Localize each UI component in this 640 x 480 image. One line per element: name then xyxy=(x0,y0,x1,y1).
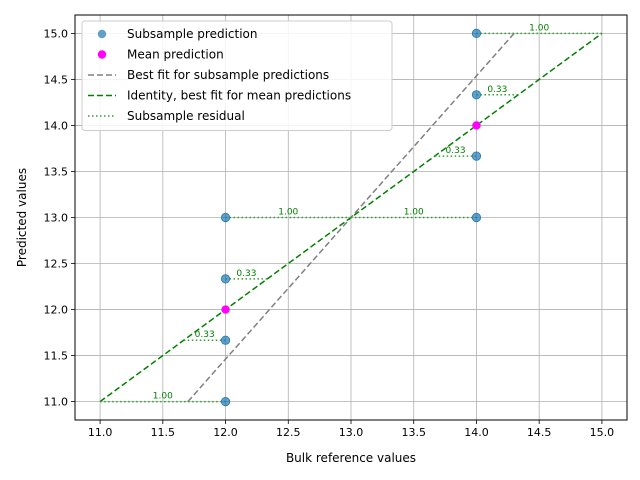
x-tick-label: 12.5 xyxy=(276,426,301,439)
x-axis-label: Bulk reference values xyxy=(286,451,416,465)
x-tick-label: 14.0 xyxy=(464,426,489,439)
legend-label: Mean prediction xyxy=(127,48,224,62)
residual-label: 0.33 xyxy=(236,269,256,279)
mean-point xyxy=(221,305,230,314)
legend: Subsample prediction Mean prediction Best … xyxy=(81,20,393,131)
legend-marker xyxy=(97,29,107,39)
y-tick-label: 12.5 xyxy=(44,258,69,271)
subsample-point xyxy=(471,151,482,161)
data-points xyxy=(220,28,482,407)
residual-label: 1.00 xyxy=(153,392,173,402)
x-tick-label: 11.0 xyxy=(88,426,113,439)
residual-label: 0.33 xyxy=(195,330,215,340)
y-axis-ticks: 11.0 11.5 12.0 12.5 13.0 13.5 14.0 14.5 15.0 xyxy=(44,27,75,409)
residual-label: 0.33 xyxy=(487,85,507,95)
residual-label: 1.00 xyxy=(278,208,298,218)
y-tick-label: 15.0 xyxy=(44,27,69,40)
legend-label: Subsample residual xyxy=(127,109,245,123)
residual-lines: 1.00 0.33 0.33 1.00 1.00 0.33 0.33 1.00 xyxy=(100,23,602,403)
legend-box xyxy=(81,20,393,131)
subsample-point xyxy=(471,212,482,223)
y-tick-label: 13.0 xyxy=(44,212,69,225)
subsample-point xyxy=(220,396,231,407)
subsample-point xyxy=(220,212,231,223)
y-tick-label: 11.0 xyxy=(44,396,69,409)
legend-label: Subsample prediction xyxy=(127,27,258,41)
y-tick-label: 14.0 xyxy=(44,119,69,132)
subsample-point xyxy=(471,90,482,100)
legend-label: Best fit for subsample predictions xyxy=(127,68,329,82)
x-tick-label: 12.0 xyxy=(213,426,238,439)
subsample-point xyxy=(471,28,482,39)
x-tick-label: 13.0 xyxy=(339,426,364,439)
y-tick-label: 13.5 xyxy=(44,165,69,178)
mean-point xyxy=(472,121,481,130)
x-tick-label: 14.5 xyxy=(527,426,552,439)
x-tick-label: 15.0 xyxy=(590,426,615,439)
legend-marker xyxy=(97,50,107,59)
x-tick-label: 11.5 xyxy=(151,426,176,439)
residual-label: 0.33 xyxy=(446,146,466,156)
x-tick-label: 13.5 xyxy=(401,426,426,439)
y-tick-label: 12.0 xyxy=(44,304,69,317)
y-axis-label: Predicted values xyxy=(15,168,29,267)
y-tick-label: 14.5 xyxy=(44,73,69,86)
y-tick-label: 11.5 xyxy=(44,350,69,363)
x-axis-ticks: 11.0 11.5 12.0 12.5 13.0 13.5 14.0 14.5 15.0 xyxy=(88,420,614,439)
legend-label: Identity, best fit for mean predictions xyxy=(127,89,351,103)
subsample-point xyxy=(220,335,231,345)
residual-label: 1.00 xyxy=(529,23,549,33)
residual-label: 1.00 xyxy=(404,208,424,218)
subsample-point xyxy=(220,274,231,284)
